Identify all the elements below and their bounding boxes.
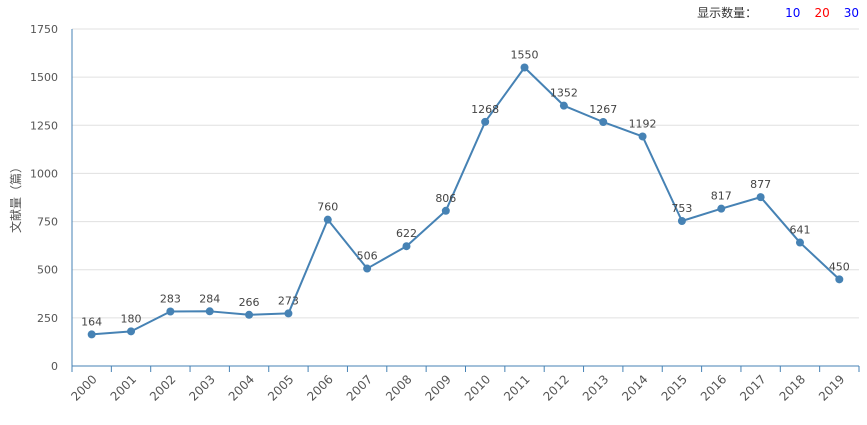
data-point	[323, 215, 332, 224]
data-label: 1352	[550, 87, 578, 100]
data-label: 622	[396, 227, 417, 240]
data-point	[520, 63, 529, 72]
data-point	[441, 206, 450, 215]
display-count-control: 显示数量： 10 20 30	[697, 4, 859, 21]
data-label: 164	[81, 315, 102, 328]
y-tick-label: 1000	[30, 167, 58, 180]
y-tick-label: 1250	[30, 119, 58, 132]
data-point	[599, 118, 608, 127]
x-tick-label: 2010	[462, 372, 493, 403]
x-tick-label: 2018	[777, 372, 808, 403]
x-tick-label: 2002	[147, 372, 178, 403]
data-point	[756, 193, 765, 202]
data-point	[717, 204, 726, 213]
display-count-option-20[interactable]: 20	[814, 6, 830, 20]
y-tick-label: 1500	[30, 71, 58, 84]
data-label: 1267	[589, 103, 617, 116]
x-tick-label: 2004	[226, 372, 257, 403]
x-tick-label: 2016	[698, 372, 729, 403]
data-point	[677, 216, 686, 225]
y-tick-label: 250	[37, 312, 58, 325]
data-label: 760	[317, 201, 338, 214]
y-tick-label: 0	[51, 360, 58, 373]
data-label: 266	[239, 296, 260, 309]
data-point	[363, 264, 372, 273]
data-point	[87, 330, 96, 339]
data-point	[481, 117, 490, 126]
y-tick-label: 750	[37, 216, 58, 229]
x-tick-label: 2005	[265, 372, 296, 403]
data-label: 273	[278, 294, 299, 307]
x-tick-label: 2017	[737, 372, 768, 403]
y-tick-label: 500	[37, 264, 58, 277]
data-label: 1268	[471, 103, 499, 116]
data-label: 1550	[511, 49, 539, 62]
data-point	[835, 275, 844, 284]
data-point	[205, 307, 214, 316]
data-labels: 164 180 283 284 266 273 760 506 622 806 1268 1550 13…	[81, 49, 850, 329]
data-label: 450	[829, 260, 850, 273]
x-tick-label: 2007	[344, 372, 375, 403]
data-label: 284	[199, 292, 220, 305]
data-point	[795, 238, 804, 247]
data-point	[284, 309, 293, 318]
x-tick-label: 2008	[383, 372, 414, 403]
display-count-option-10[interactable]: 10	[785, 6, 801, 20]
x-tick-label: 2000	[68, 372, 99, 403]
data-label: 180	[121, 312, 142, 325]
grid-lines	[72, 28, 859, 319]
data-point	[166, 307, 175, 316]
x-tick-label: 2001	[108, 372, 139, 403]
x-tick-label: 2014	[619, 372, 650, 403]
y-axis-label: 文献量（篇）	[8, 161, 23, 233]
series-polyline	[91, 66, 841, 336]
data-point	[127, 327, 136, 336]
data-label: 817	[711, 190, 732, 203]
x-tick-label: 2011	[501, 372, 532, 403]
series-line	[87, 63, 844, 339]
data-point	[245, 310, 254, 319]
display-count-option-30[interactable]: 30	[843, 6, 859, 20]
x-tick-label: 2019	[816, 372, 847, 403]
x-tick-label: 2013	[580, 372, 611, 403]
data-label: 283	[160, 293, 181, 306]
data-label: 641	[789, 224, 810, 237]
data-label: 506	[357, 250, 378, 263]
data-label: 877	[750, 178, 771, 191]
data-point	[402, 242, 411, 251]
data-point	[638, 132, 647, 141]
x-tick-label: 2006	[304, 372, 335, 403]
data-label: 806	[435, 192, 456, 205]
x-tick-label: 2003	[186, 372, 217, 403]
data-point	[559, 101, 568, 110]
x-tick-label: 2009	[422, 372, 453, 403]
x-tick-label: 2012	[540, 372, 571, 403]
data-label: 1192	[629, 117, 657, 130]
x-tick-label: 2015	[659, 372, 690, 403]
y-tick-label: 1750	[30, 23, 58, 36]
data-label: 753	[671, 202, 692, 215]
display-count-label: 显示数量：	[697, 6, 758, 20]
